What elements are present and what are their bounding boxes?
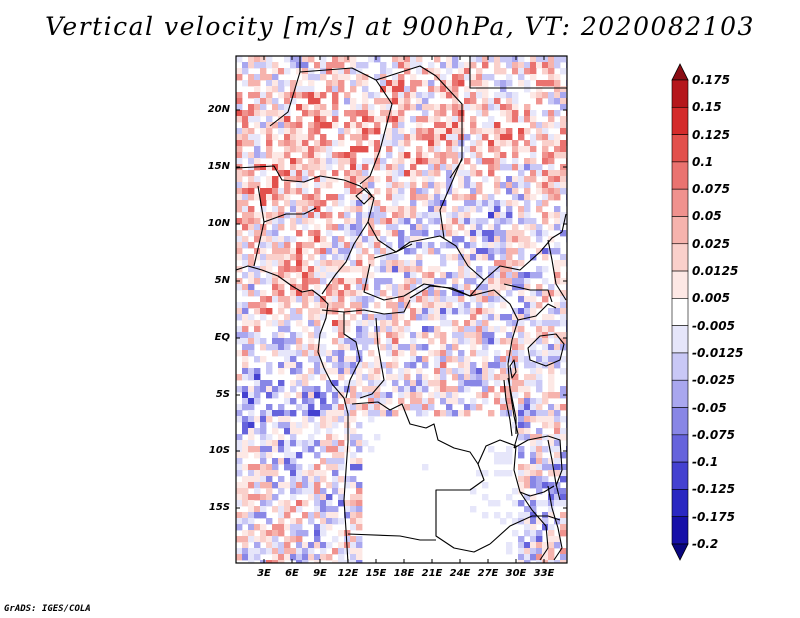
border-libya	[269, 56, 301, 127]
colorbar-level-label: -0.2	[692, 537, 719, 551]
colorbar-level-label: -0.005	[692, 318, 735, 333]
border-east	[547, 213, 567, 301]
latitude-tick-label: 10S	[208, 445, 230, 456]
colorbar-swatch	[671, 106, 689, 135]
grads-credit: GrADS: IGES/COLA	[4, 604, 91, 614]
lake-victoria	[527, 333, 565, 367]
colorbar-swatch	[671, 270, 689, 299]
border-benin	[263, 207, 317, 223]
colorbar-level-label: -0.125	[692, 482, 735, 497]
border-congo	[359, 299, 411, 399]
latitude-tick-label: EQ	[214, 332, 230, 343]
colorbar-swatch	[671, 352, 689, 381]
border-sudan-w	[439, 157, 463, 239]
longitude-tick-label: 24E	[449, 568, 471, 579]
border-zambia	[477, 439, 561, 545]
colorbar-level-label: 0.1	[692, 154, 714, 169]
colorbar-level-label: 0.005	[692, 291, 730, 306]
longitude-tick-label: 15E	[365, 568, 387, 579]
border-drc-n	[409, 285, 519, 321]
colorbar-level-label: -0.0125	[692, 345, 744, 360]
border-mali	[236, 165, 345, 183]
lake-tanganyika	[503, 377, 517, 437]
velocity-field	[236, 56, 567, 563]
colorbar-swatch	[671, 134, 689, 163]
border-niger	[299, 67, 393, 185]
border-nigeria-e	[321, 179, 375, 295]
colorbar-level-label: 0.05	[692, 209, 722, 224]
border-cameroon-s	[321, 309, 385, 315]
colorbar-swatch	[671, 489, 689, 518]
colorbar-swatch	[671, 216, 689, 245]
border-angola	[351, 401, 491, 553]
colorbar-level-label: -0.025	[692, 373, 735, 388]
colorbar-swatch	[671, 407, 689, 436]
colorbar-level-label: -0.1	[692, 455, 719, 470]
colorbar-level-label: 0.075	[692, 182, 730, 197]
colorbar-swatch	[671, 243, 689, 272]
colorbar-top-arrow	[671, 63, 689, 81]
chart-title: Vertical velocity [m/s] at 900hPa, VT: 2…	[45, 12, 755, 41]
colorbar-swatch	[671, 298, 689, 326]
longitude-tick-label: 21E	[421, 568, 443, 579]
border-namibia	[347, 533, 436, 541]
colorbar-swatch	[671, 325, 689, 354]
longitude-tick-label: 9E	[313, 568, 327, 579]
border-malawi	[547, 485, 563, 561]
longitude-ticks	[263, 56, 545, 563]
latitude-tick-label: 5S	[215, 389, 230, 400]
longitude-tick-label: 18E	[393, 568, 415, 579]
longitude-tick-label: 27E	[477, 568, 499, 579]
colorbar-level-label: 0.15	[692, 100, 722, 115]
colorbar-bottom-arrow	[671, 543, 689, 561]
latitude-tick-label: 10N	[207, 218, 230, 229]
colorbar-swatch	[671, 161, 689, 190]
latitude-tick-label: 15S	[208, 502, 230, 513]
border-uganda	[517, 289, 557, 321]
longitude-tick-label: 30E	[505, 568, 527, 579]
lake-malawi	[547, 439, 561, 501]
longitude-tick-label: 33E	[533, 568, 555, 579]
colorbar-swatch	[671, 188, 689, 217]
border-zimbabwe	[519, 491, 549, 561]
lake-kivu	[509, 359, 517, 379]
lake-chad	[355, 187, 373, 205]
latitude-tick-label: 15N	[207, 161, 230, 172]
colorbar-swatch	[671, 379, 689, 408]
longitude-tick-label: 12E	[337, 568, 359, 579]
latitude-ticks	[236, 109, 567, 509]
coastline	[236, 265, 349, 563]
border-tanzania	[513, 435, 563, 487]
longitude-tick-label: 3E	[257, 568, 271, 579]
border-egypt	[469, 56, 567, 89]
longitude-tick-label: 6E	[285, 568, 299, 579]
colorbar	[671, 63, 689, 561]
colorbar-swatch	[671, 434, 689, 463]
colorbar-level-label: 0.025	[692, 236, 730, 251]
colorbar-level-label: 0.0125	[692, 264, 739, 279]
latitude-tick-label: 20N	[207, 104, 230, 115]
colorbar-swatch	[671, 516, 689, 545]
colorbar-level-label: 0.125	[692, 127, 730, 142]
colorbar-level-label: 0.175	[692, 73, 730, 87]
colorbar-swatch	[671, 79, 689, 108]
country-borders	[236, 56, 567, 563]
colorbar-level-label: -0.05	[692, 400, 727, 415]
border-chad-s	[367, 221, 485, 281]
colorbar-level-label: -0.075	[692, 427, 735, 442]
colorbar-level-label: -0.175	[692, 509, 735, 524]
border-nigeria-n	[253, 185, 265, 267]
latitude-tick-label: 5N	[214, 275, 230, 286]
map-frame	[235, 55, 568, 564]
colorbar-swatch	[671, 461, 689, 490]
border-gabon	[343, 312, 361, 399]
